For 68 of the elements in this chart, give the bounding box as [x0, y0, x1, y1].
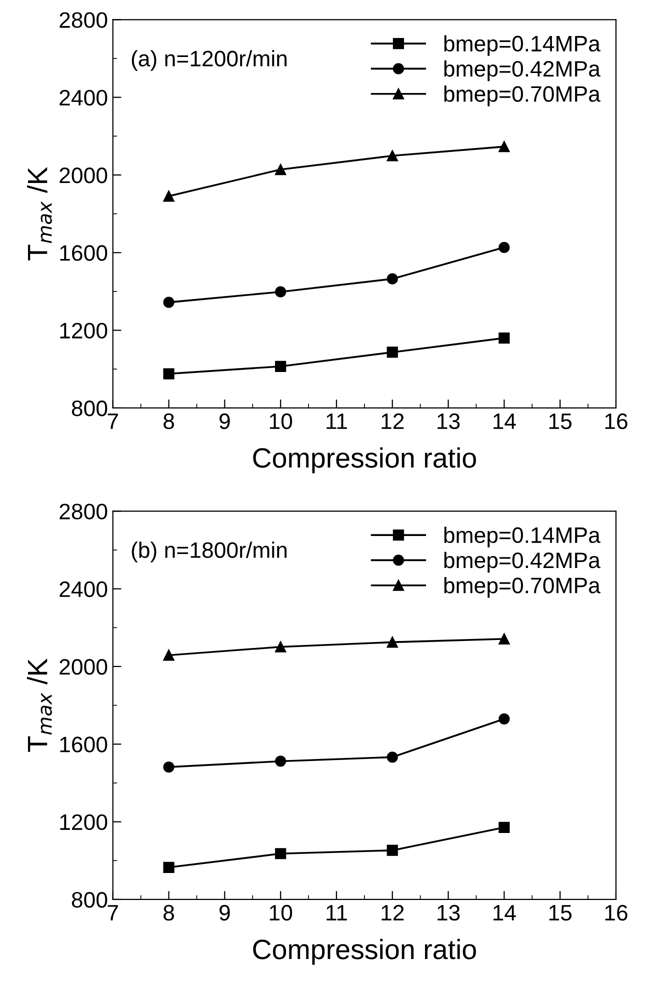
- x-tick-label: 13: [438, 904, 460, 921]
- x-tick-label: 7: [108, 905, 118, 920]
- point: [163, 650, 174, 661]
- point: [386, 752, 398, 763]
- y-axis-title: T$_{max}$ /K: [26, 167, 52, 260]
- y-tick-label: 2800: [60, 504, 108, 520]
- x-tick-label: 14: [494, 905, 516, 920]
- x-tick-label: 11: [326, 414, 347, 429]
- x-tick-label: 10: [270, 904, 292, 921]
- x-tick-label: 9: [220, 413, 230, 430]
- point: [498, 332, 510, 344]
- point: [163, 368, 174, 380]
- point: [498, 141, 510, 152]
- point: [498, 822, 510, 833]
- point: [163, 190, 174, 202]
- annotation: (a) n=1200r/min: [132, 50, 287, 71]
- point: [163, 862, 174, 873]
- point: [498, 633, 510, 644]
- x-tick-label: 12: [382, 413, 404, 429]
- point: [275, 641, 286, 652]
- annotation: (b) n=1800r/min: [132, 542, 287, 562]
- y-tick-label: 2400: [60, 581, 108, 598]
- x-tick-label: 7: [108, 414, 118, 429]
- x-tick-label: 8: [164, 413, 174, 430]
- point: [275, 360, 286, 372]
- legend-label: bmep=0.42MPa: [444, 552, 600, 573]
- y-tick-label: 2400: [60, 90, 108, 106]
- legend-label: bmep=0.42MPa: [444, 60, 600, 82]
- y-axis-title: T$_{max}$ /K: [26, 658, 52, 752]
- x-axis-title: Compression ratio: [253, 938, 476, 965]
- x-tick-label: 11: [326, 905, 347, 920]
- y-tick-label: 2800: [60, 12, 108, 28]
- y-tick-label: 800: [72, 400, 108, 416]
- legend-label: bmep=0.70MPa: [444, 86, 600, 106]
- y-tick-label: 1600: [60, 736, 108, 752]
- point: [498, 242, 510, 253]
- x-tick-label: 16: [605, 413, 628, 430]
- x-tick-label: 15: [549, 414, 572, 430]
- x-tick-label: 14: [494, 414, 516, 429]
- point: [163, 761, 174, 773]
- point: [386, 346, 398, 358]
- legend-label: bmep=0.14MPa: [444, 526, 600, 548]
- point: [163, 296, 174, 308]
- y-tick-label: 1600: [60, 245, 108, 261]
- x-tick-label: 15: [549, 905, 572, 921]
- x-tick-label: 9: [220, 904, 230, 921]
- y-tick-label: 1200: [60, 322, 108, 339]
- legend-label: bmep=0.14MPa: [444, 35, 600, 56]
- point: [275, 848, 286, 860]
- point: [275, 756, 286, 767]
- y-tick-label: 2000: [60, 168, 108, 184]
- y-tick-label: 1200: [60, 814, 108, 830]
- point: [386, 844, 398, 856]
- x-tick-label: 16: [605, 904, 628, 921]
- point: [386, 150, 398, 162]
- y-tick-label: 2000: [60, 659, 108, 675]
- point: [275, 286, 286, 298]
- x-tick-label: 13: [438, 413, 460, 430]
- point: [386, 273, 398, 284]
- x-tick-label: 8: [164, 904, 174, 921]
- y-tick-label: 800: [72, 892, 108, 908]
- point: [498, 713, 510, 724]
- x-tick-label: 10: [270, 413, 292, 430]
- point: [386, 636, 398, 648]
- x-tick-label: 12: [382, 904, 404, 920]
- x-axis-title: Compression ratio: [253, 447, 476, 474]
- point: [275, 164, 286, 176]
- legend-label: bmep=0.70MPa: [444, 577, 600, 598]
